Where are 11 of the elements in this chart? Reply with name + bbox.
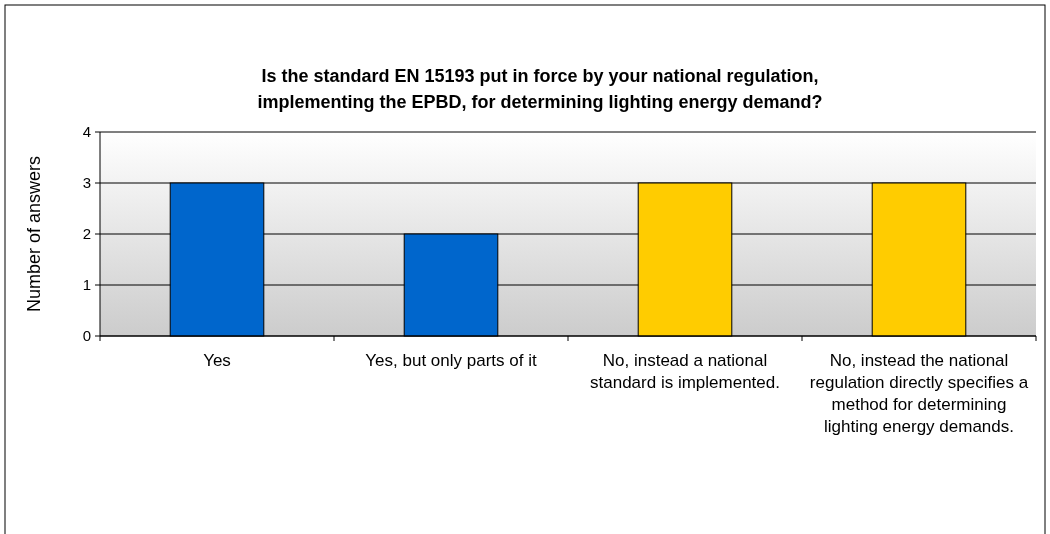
y-tick-label: 1 [82,276,91,294]
x-tick-label: Yes, but only parts of it [365,351,537,370]
y-tick-label: 0 [82,327,91,345]
y-tick-label: 4 [82,123,91,141]
y-tick-label: 3 [82,174,91,192]
y-tick-label: 2 [82,225,91,243]
x-tick-label: No, instead a national standard is implemented. [590,351,780,392]
x-tick-label: Yes [203,351,231,370]
x-tick-label: No, instead the national regulation directly specifies a method for determining lighting energy demands. [809,351,1029,436]
y-axis-title: Number of answers [24,155,44,313]
chart-title: Is the standard EN 15193 put in force by your national regulation, implementing the EPBD, for determining lighting energy demand? [257,66,823,112]
